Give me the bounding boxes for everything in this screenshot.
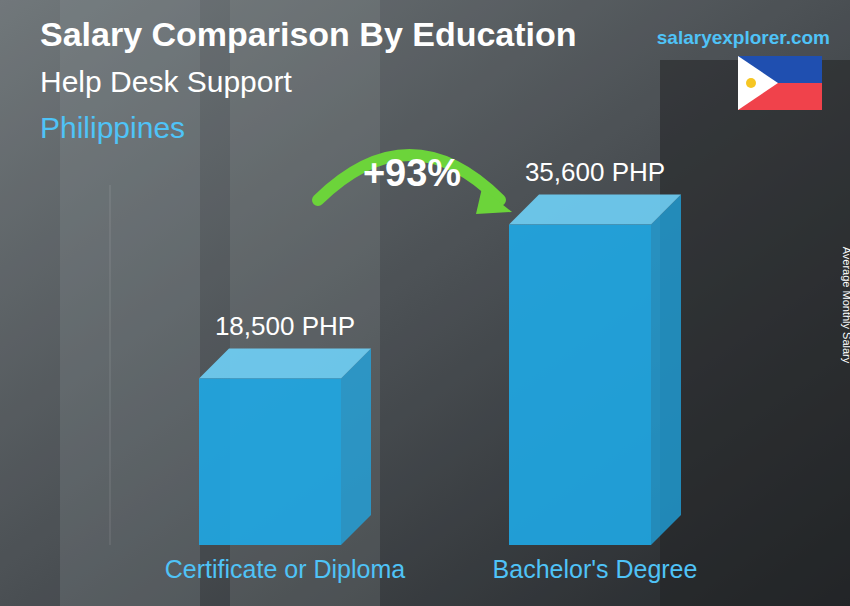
y-axis-line	[110, 185, 111, 545]
bar-top	[509, 195, 681, 225]
bar-side	[651, 195, 681, 545]
bar	[199, 379, 341, 546]
title: Salary Comparison By Education	[40, 15, 577, 53]
bar	[509, 225, 651, 545]
flag-triangle	[738, 56, 778, 110]
flag	[738, 56, 822, 110]
bars	[199, 195, 681, 545]
bar-top	[199, 349, 371, 379]
arrow-head	[476, 188, 512, 214]
category-label: Bachelor's Degree	[493, 555, 698, 583]
background	[0, 0, 850, 606]
bar-side	[341, 349, 371, 546]
annotation: +93%	[363, 152, 461, 194]
data-label: 35,600 PHP	[525, 157, 665, 187]
category-label: Certificate or Diploma	[165, 555, 405, 583]
y-axis-label: Average Monthly Salary	[841, 247, 850, 364]
flag-sun	[746, 78, 756, 88]
data-label: 18,500 PHP	[215, 311, 355, 341]
source: salaryexplorer.com	[657, 27, 830, 48]
subtitle: Help Desk Support	[40, 65, 292, 98]
overlay	[0, 0, 850, 606]
chart: 18,500 PHP 35,600 PHP Certificate or Diplo…	[0, 0, 850, 606]
region: Philippines	[40, 111, 185, 144]
